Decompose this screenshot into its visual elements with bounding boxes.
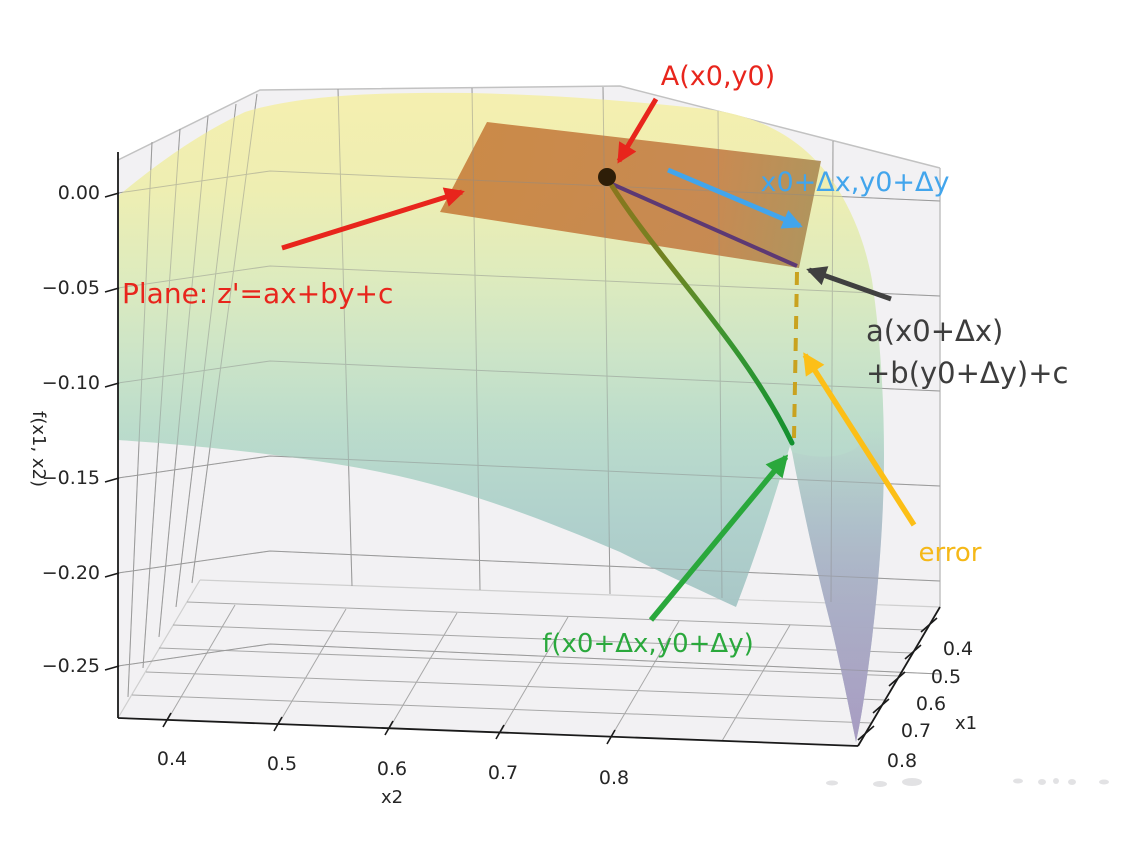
- tangent-plane: [440, 122, 821, 268]
- x1-axis-tick-labels: 0.4 0.5 0.6 0.7 0.8: [887, 638, 973, 772]
- pane-floor-left-edge: [117, 579, 201, 719]
- z-tick-3: −0.15: [42, 467, 100, 489]
- x1-tick-1: 0.5: [931, 666, 961, 688]
- z-tick-0: 0.00: [58, 182, 100, 204]
- surface-3d: [118, 92, 884, 743]
- z-tick-5: −0.25: [42, 655, 100, 677]
- z-tick-1: −0.05: [42, 277, 100, 299]
- point-a-dot: [598, 168, 616, 186]
- label-displaced-point: x0+Δx,y0+Δy: [760, 167, 949, 198]
- label-plane-value-line1: a(x0+Δx): [866, 314, 1003, 348]
- label-point-a: A(x0,y0): [661, 61, 775, 92]
- arrow-to-plane: [281, 187, 465, 251]
- label-error: error: [919, 538, 982, 568]
- label-plane-value-line2: +b(y0+Δy)+c: [866, 356, 1069, 390]
- secant-line-on-plane: [611, 182, 798, 268]
- x1-tick-0: 0.4: [943, 638, 973, 660]
- x2-tick-0: 0.4: [157, 748, 187, 770]
- x2-axis-tick-labels: 0.4 0.5 0.6 0.7 0.8: [157, 748, 629, 789]
- x2-tick-1: 0.5: [267, 753, 297, 775]
- x2-tick-3: 0.7: [488, 762, 518, 784]
- z-tick-4: −0.20: [42, 562, 100, 584]
- error-dashed-line: [792, 271, 799, 439]
- surface-purple-drip: [792, 382, 884, 742]
- pane-floor-back-edge: [199, 579, 941, 608]
- x1-axis-title: x1: [955, 713, 977, 734]
- x2-axis-title: x2: [381, 787, 403, 808]
- x2-axis-ticks: [162, 712, 616, 745]
- z-axis-ticks: [104, 192, 120, 671]
- z-tick-2: −0.10: [42, 372, 100, 394]
- faint-watermark: [826, 778, 1109, 787]
- arrow-displaced-point: [667, 167, 803, 229]
- arrow-to-point-a: [616, 97, 659, 164]
- arrow-plane-value: [806, 266, 892, 302]
- z-axis-tick-labels: 0.00 −0.05 −0.10 −0.15 −0.20 −0.25: [42, 182, 100, 677]
- label-surface-value: f(x0+Δx,y0+Δy): [542, 629, 753, 659]
- label-plane-equation: Plane: z'=ax+by+c: [122, 277, 393, 310]
- x1-tick-4: 0.8: [887, 750, 917, 772]
- pane-top-edge: [117, 85, 941, 169]
- surface-path-curve: [609, 183, 795, 446]
- arrow-error: [802, 352, 917, 527]
- x2-tick-2: 0.6: [377, 758, 407, 780]
- x1-tick-2: 0.6: [916, 693, 946, 715]
- x1-tick-3: 0.7: [901, 720, 931, 742]
- arrow-surface-value: [648, 454, 789, 622]
- x2-tick-4: 0.8: [599, 767, 629, 789]
- z-axis-title: f(x1, x2): [28, 411, 49, 487]
- x1-axis-ticks: [857, 617, 938, 741]
- x2-axis-line: [117, 717, 859, 747]
